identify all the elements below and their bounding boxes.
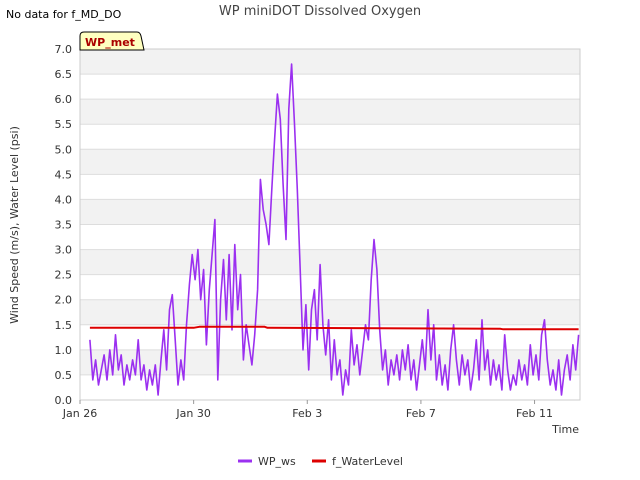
x-tick-label: Jan 26 — [62, 407, 97, 420]
wp-met-badge[interactable]: WP_met — [79, 31, 145, 51]
legend: WP_ws f_WaterLevel — [238, 455, 403, 468]
x-tick-label: Feb 11 — [516, 407, 553, 420]
y-tick-label: 1.5 — [55, 319, 73, 332]
y-tick-label: 4.0 — [55, 193, 73, 206]
y-tick-label: 4.5 — [55, 168, 73, 181]
badge-label: WP_met — [85, 36, 135, 49]
x-axis: Jan 26 Jan 30 Feb 3 Feb 7 Feb 11 — [62, 400, 553, 420]
x-tick-label: Jan 30 — [175, 407, 210, 420]
y-tick-label: 3.5 — [55, 219, 73, 232]
series-line-f-waterlevel — [89, 325, 579, 331]
grid-band — [80, 199, 580, 225]
y-tick-label: 2.5 — [55, 269, 73, 282]
grid-band — [80, 249, 580, 275]
y-tick-label: 7.0 — [55, 43, 73, 56]
grid-band — [80, 99, 580, 125]
x-axis-label: Time — [551, 423, 579, 436]
y-tick-label: 3.0 — [55, 244, 73, 257]
legend-label: WP_ws — [258, 455, 296, 468]
y-axis: 0.0 0.5 1.0 1.5 2.0 2.5 3.0 3.5 4.0 4.5 5.0 5.5 6.0 6… — [55, 43, 73, 407]
badge-shape — [79, 31, 145, 51]
series-line-wp-ws — [89, 63, 580, 396]
y-tick-label: 6.5 — [55, 68, 73, 81]
legend-label: f_WaterLevel — [332, 455, 403, 468]
y-tick-label: 5.5 — [55, 118, 73, 131]
plot-area — [79, 48, 581, 401]
chart-title: WP miniDOT Dissolved Oxygen — [219, 4, 421, 19]
no-data-note: No data for f_MD_DO — [6, 8, 122, 21]
grid-band — [80, 49, 580, 75]
grid-band — [80, 299, 580, 325]
y-axis-label: Wind Speed (m/s), Water Level (psi) — [8, 126, 21, 324]
y-tick-label: 0.5 — [55, 369, 73, 382]
x-tick-label: Feb 7 — [406, 407, 436, 420]
grid-band — [80, 149, 580, 175]
y-tick-label: 0.0 — [55, 394, 73, 407]
series-lines — [89, 63, 580, 396]
x-tick-label: Feb 3 — [292, 407, 322, 420]
y-tick-label: 6.0 — [55, 93, 73, 106]
y-tick-label: 5.0 — [55, 143, 73, 156]
y-tick-label: 1.0 — [55, 344, 73, 357]
y-tick-label: 2.0 — [55, 294, 73, 307]
